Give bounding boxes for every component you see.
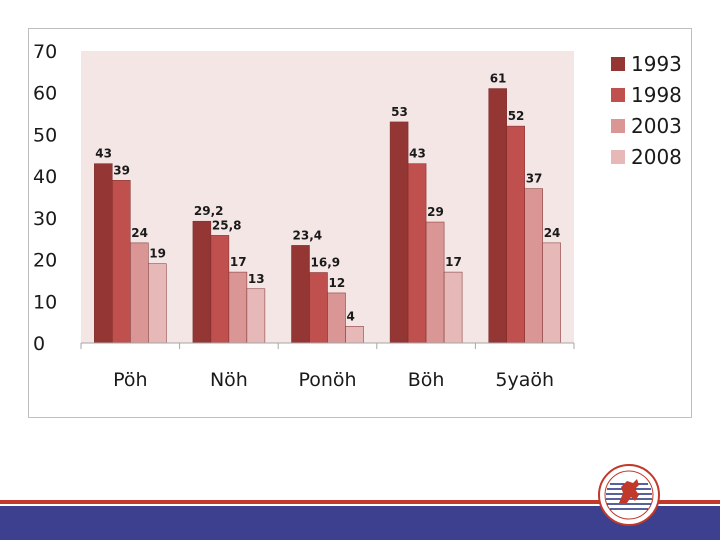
bar-value-label: 61: [490, 72, 507, 86]
bar: [291, 245, 310, 344]
chart-frame: 0 10 20 30 40 50 60 70 43 39 24 19 29,2 25,8 17 13 23,4…: [28, 28, 692, 418]
legend-swatch: [611, 57, 625, 71]
bar: [130, 242, 149, 344]
bar-value-label: 17: [230, 255, 247, 269]
bar-value-label: 16,9: [311, 256, 341, 270]
bar: [112, 180, 131, 344]
legend-label: 1998: [631, 83, 682, 107]
bar-value-label: 25,8: [212, 218, 242, 232]
bar: [327, 292, 346, 344]
bar: [345, 326, 364, 344]
bar: [246, 288, 266, 344]
legend-label: 1993: [631, 52, 682, 76]
bar-value-label: 52: [508, 109, 525, 123]
bar: [192, 220, 212, 344]
bar-value-label: 43: [95, 147, 112, 161]
bar-value-label: 29: [427, 205, 444, 219]
y-tick-label: 30: [33, 208, 57, 230]
legend-swatch: [611, 119, 625, 133]
bar: [488, 88, 507, 344]
bar-value-label: 29,2: [194, 204, 224, 218]
x-axis: Pöh Nöh Ponöh Böh 5yaöh: [80, 343, 575, 391]
y-tick-label: 20: [33, 250, 57, 272]
bar-value-label: 43: [409, 147, 426, 161]
legend-label: 2003: [631, 114, 682, 138]
bar-value-label: 37: [526, 172, 543, 186]
x-tick-label: Böh: [408, 369, 445, 391]
x-tick-label: Nöh: [210, 369, 248, 391]
y-tick-label: 60: [33, 83, 57, 105]
bar-value-label: 17: [445, 255, 462, 269]
bar: [94, 163, 113, 344]
bar-value-label: 39: [113, 163, 130, 177]
bar-value-label: 13: [248, 272, 265, 286]
legend-label: 2008: [631, 145, 682, 169]
y-tick-label: 0: [33, 333, 45, 355]
data-labels: 4339241929,225,8171323,416,9124534329176…: [95, 72, 560, 324]
x-tick-label: 5yaöh: [495, 369, 554, 391]
bars: [94, 88, 561, 344]
legend: 1993 1998 2003 2008: [611, 52, 682, 169]
x-tick-label: Pöh: [113, 369, 147, 391]
legend-swatch: [611, 88, 625, 102]
y-axis: 0 10 20 30 40 50 60 70: [33, 41, 57, 355]
bar-value-label: 4: [347, 309, 355, 323]
bar: [389, 121, 409, 344]
legend-swatch: [611, 150, 625, 164]
bar: [210, 235, 230, 344]
bar: [148, 263, 167, 344]
bar-value-label: 12: [329, 276, 346, 290]
university-seal-icon: [598, 464, 660, 526]
bar: [524, 188, 543, 344]
bar: [425, 221, 445, 344]
y-tick-label: 40: [33, 166, 57, 188]
y-tick-label: 50: [33, 124, 57, 146]
bar-value-label: 23,4: [293, 228, 323, 242]
bar-value-label: 24: [131, 226, 148, 240]
footer-band: [0, 506, 720, 540]
y-tick-label: 70: [33, 41, 57, 63]
bar-value-label: 19: [149, 247, 166, 261]
bar: [309, 272, 328, 344]
bar: [407, 163, 427, 344]
x-tick-label: Ponöh: [298, 369, 356, 391]
y-tick-label: 10: [33, 291, 57, 313]
bar: [228, 271, 248, 344]
bar: [443, 271, 463, 344]
footer-red-line: [0, 500, 720, 504]
bar: [506, 125, 525, 344]
bar-value-label: 53: [391, 105, 408, 119]
bar-value-label: 24: [544, 226, 561, 240]
bar: [542, 242, 561, 344]
